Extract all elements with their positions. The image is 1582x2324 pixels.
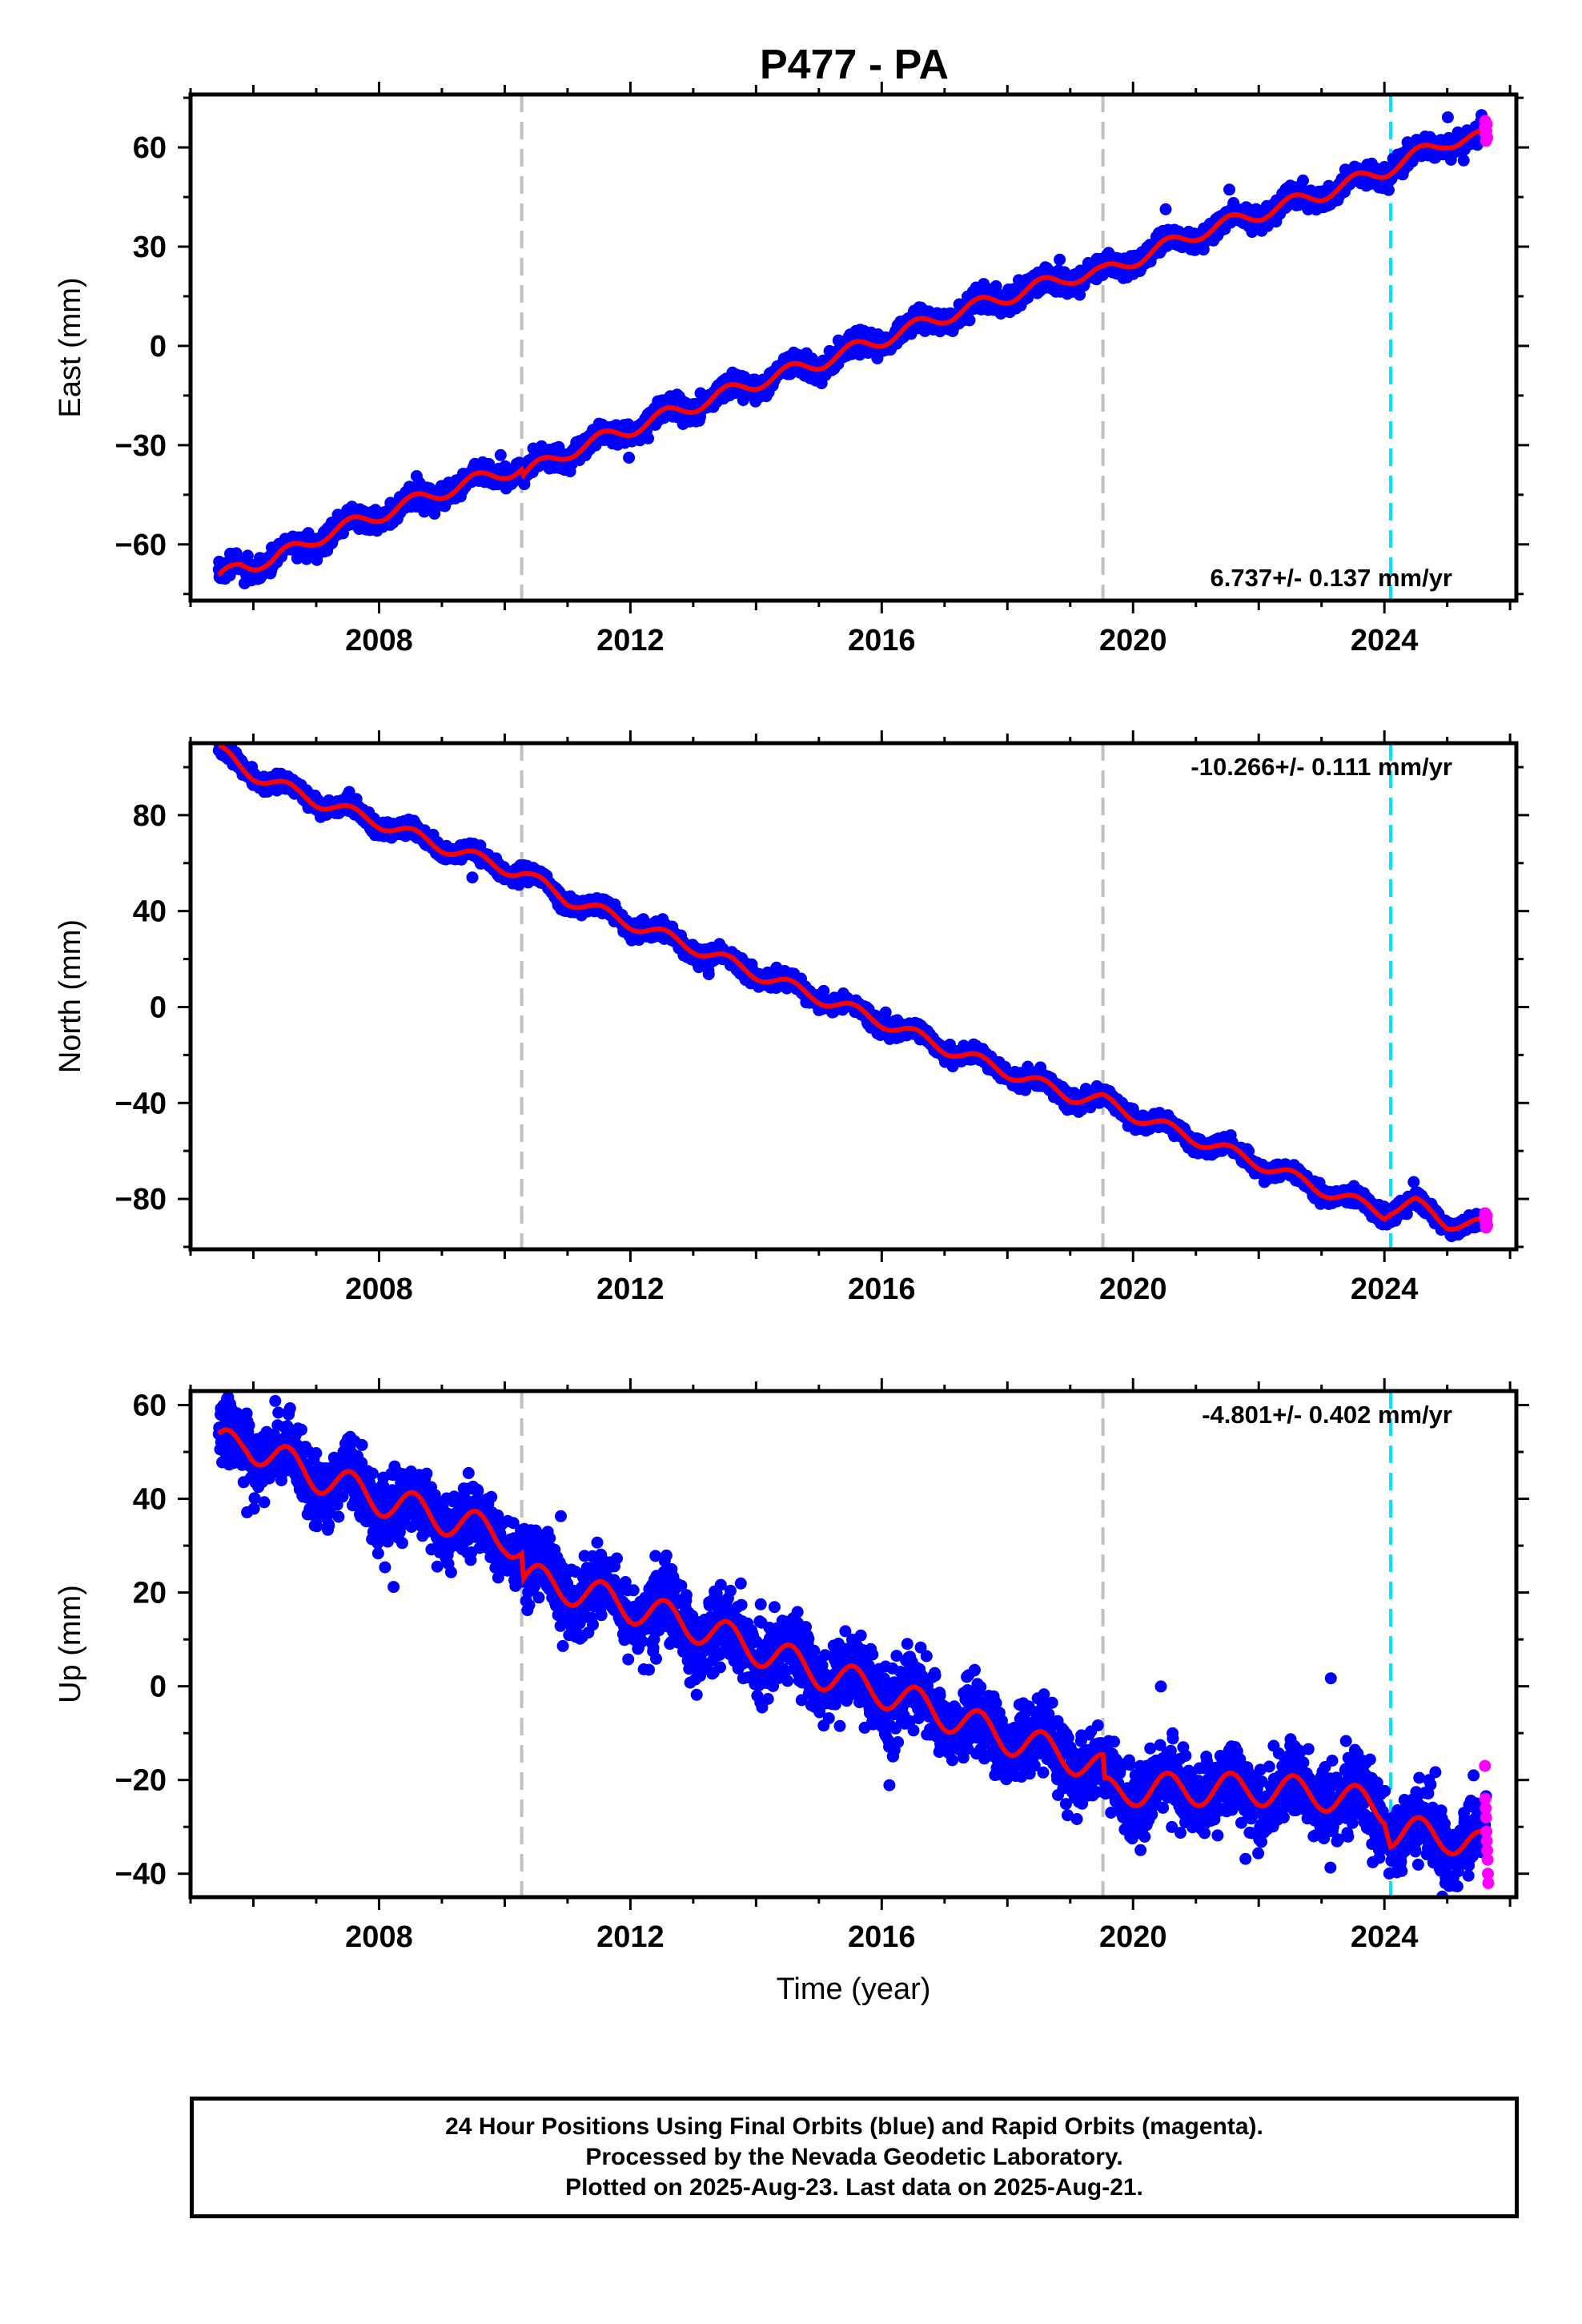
rapid-orbit-points-up <box>1479 1759 1495 1889</box>
footer-line-3: Plotted on 2025-Aug-23. Last data on 202… <box>565 2174 1143 2201</box>
y-tick-label: −40 <box>115 1858 167 1892</box>
y-tick-label: 60 <box>133 131 167 165</box>
y-tick-label: −30 <box>115 429 167 463</box>
x-tick-label: 2024 <box>1351 1273 1419 1306</box>
footer-line-1: 24 Hour Positions Using Final Orbits (bl… <box>445 2113 1263 2140</box>
y-tick-label: −20 <box>115 1764 167 1798</box>
x-tick-label: 2020 <box>1099 624 1167 657</box>
x-tick-label: 2024 <box>1351 624 1419 657</box>
x-tick-label: 2012 <box>596 1920 665 1954</box>
velocity-rate-label: -4.801+/- 0.402 mm/yr <box>1202 1401 1452 1429</box>
plot-area-up <box>212 1391 1495 1897</box>
y-axis-label: North (mm) <box>54 919 87 1073</box>
model-fit-line-up <box>217 1427 1490 1857</box>
model-fit-line-north <box>218 743 1488 1232</box>
x-tick-label: 2016 <box>848 624 916 657</box>
panel-north: 2008 2012 2016 2020 2024 −80 −40 0 40 80 North (mm… <box>54 730 1529 1306</box>
rapid-orbit-points-east <box>1479 115 1494 147</box>
y-tick-label: 0 <box>150 991 167 1024</box>
velocity-rate-label: 6.737+/- 0.137 mm/yr <box>1211 564 1452 592</box>
x-tick-label: 2012 <box>596 624 665 657</box>
footer-caption: 24 Hour Positions Using Final Orbits (bl… <box>190 2097 1519 2218</box>
plot-area-east <box>212 94 1494 601</box>
y-tick-label: 0 <box>150 330 167 364</box>
final-orbit-points-east <box>212 109 1492 589</box>
y-axis-label: Up (mm) <box>54 1585 87 1703</box>
x-tick-label: 2020 <box>1099 1273 1167 1306</box>
y-tick-label: 60 <box>133 1389 167 1423</box>
panel-frame-north <box>188 741 1519 1252</box>
y-tick-label: 40 <box>133 1483 167 1517</box>
x-axis-label: Time (year) <box>777 1972 931 2006</box>
y-tick-label: −80 <box>115 1183 167 1216</box>
x-tick-label: 2016 <box>848 1920 916 1954</box>
final-orbit-points-north <box>212 743 1492 1243</box>
x-tick-label: 2020 <box>1099 1920 1167 1954</box>
final-orbit-points-up <box>212 1391 1492 1897</box>
y-tick-label: −40 <box>115 1087 167 1120</box>
footer-line-2: Processed by the Nevada Geodetic Laborat… <box>585 2144 1123 2170</box>
y-axis-label: East (mm) <box>54 277 87 417</box>
y-tick-label: 0 <box>150 1671 167 1704</box>
y-tick-label: 80 <box>133 799 167 833</box>
chart-title: P477 - PA <box>760 42 949 88</box>
panels: 2008 2012 2016 2020 2024 −60 −30 0 30 60 East (mm)… <box>54 82 1529 2006</box>
x-tick-label: 2016 <box>848 1273 916 1306</box>
x-tick-label: 2008 <box>345 1273 413 1306</box>
panel-frame-up <box>188 1389 1519 1900</box>
panel-up: 2008 2012 2016 2020 2024 −40 −20 0 20 40 60 Up (mm)… <box>54 1378 1529 2006</box>
y-tick-label: 20 <box>133 1577 167 1610</box>
y-tick-label: 40 <box>133 895 167 929</box>
model-fit-line-east <box>217 128 1488 577</box>
y-tick-label: 30 <box>133 231 167 264</box>
panel-frame-east <box>188 92 1519 603</box>
y-tick-label: −60 <box>115 529 167 562</box>
x-tick-label: 2024 <box>1351 1920 1419 1954</box>
panel-east: 2008 2012 2016 2020 2024 −60 −30 0 30 60 East (mm)… <box>54 82 1529 657</box>
x-tick-label: 2008 <box>345 1920 413 1954</box>
rapid-orbit-points-north <box>1479 1207 1494 1234</box>
plot-area-north <box>212 743 1494 1249</box>
x-tick-label: 2008 <box>345 624 413 657</box>
velocity-rate-label: -10.266+/- 0.111 mm/yr <box>1191 753 1452 781</box>
x-tick-label: 2012 <box>596 1273 665 1306</box>
